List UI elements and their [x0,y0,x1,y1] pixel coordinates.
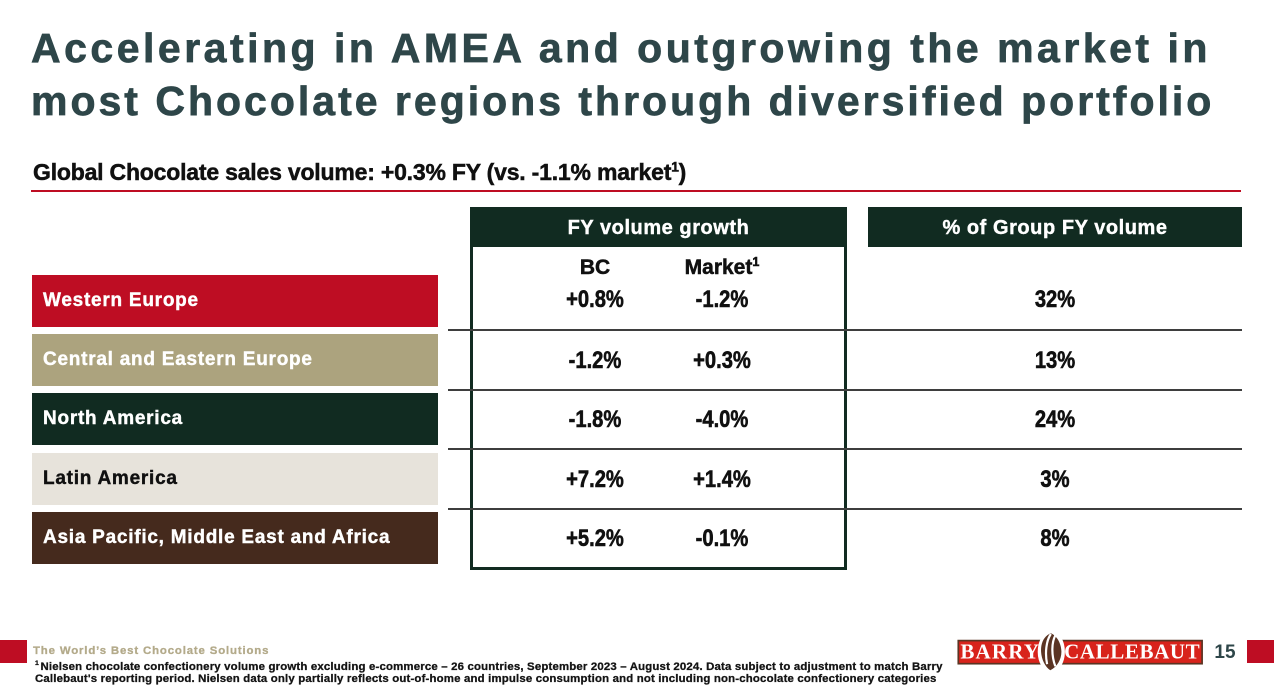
svg-text:CALLEBAUT: CALLEBAUT [1064,640,1200,664]
svg-text:BARRY: BARRY [960,640,1040,664]
